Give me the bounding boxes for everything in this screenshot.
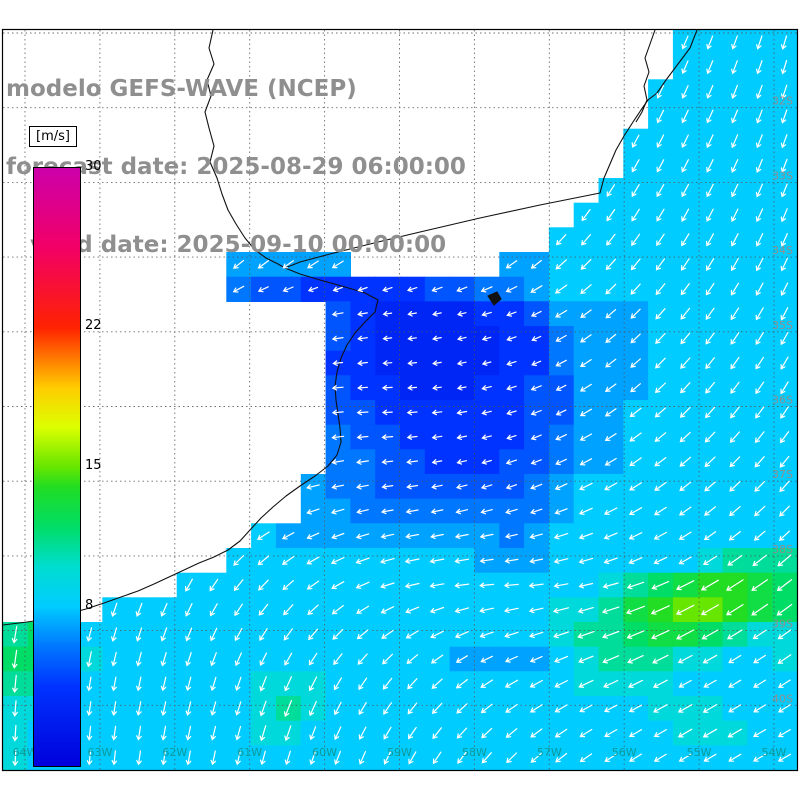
latitude-label: 33S	[772, 169, 793, 182]
longitude-label: 62W	[162, 746, 187, 759]
latitude-label: 35S	[772, 319, 793, 332]
latitude-label: 39S	[772, 618, 793, 631]
axis-labels: 64W 63W 62W 61W 60W 59W 58W 57W 56W 55W 54W 32S 33S 3…	[13, 95, 793, 759]
colorbar-tick-label: 22	[85, 318, 102, 334]
longitude-label: 55W	[687, 746, 712, 759]
graticule-grid-lines	[3, 30, 797, 770]
longitude-label: 56W	[612, 746, 637, 759]
longitude-label: 58W	[462, 746, 487, 759]
coastline	[2, 29, 698, 626]
latitude-label: 36S	[772, 394, 793, 407]
colorbar-unit-label: [m/s]	[29, 126, 77, 147]
longitude-label: 54W	[762, 746, 787, 759]
latitude-label: 38S	[772, 543, 793, 556]
longitude-label: 59W	[387, 746, 412, 759]
forecast-date: forecast date: 2025-08-29 06:00:00	[6, 154, 466, 180]
valid-date: valid date: 2025-09-10 00:00:00	[6, 232, 447, 258]
longitude-label: 63W	[87, 746, 112, 759]
wave-direction-arrows	[11, 35, 793, 767]
longitude-label: 61W	[237, 746, 262, 759]
plot-header: modelo GEFS-WAVE (NCEP) forecast date: 2…	[6, 24, 466, 310]
model-title: modelo GEFS-WAVE (NCEP)	[6, 76, 357, 102]
colorbar-tick-label: 30	[85, 159, 102, 174]
colorbar-tick-label: 8	[85, 597, 94, 613]
latitude-label: 32S	[772, 95, 793, 108]
latitude-label: 37S	[772, 468, 793, 481]
latitude-label: 34S	[772, 244, 793, 257]
longitude-label: 57W	[537, 746, 562, 759]
map-frame	[1, 28, 799, 772]
latitude-label: 40S	[772, 692, 793, 705]
colorbar-gradient	[33, 167, 81, 767]
longitude-label: 64W	[13, 746, 38, 759]
colorbar-tick-label: 15	[85, 458, 102, 473]
longitude-label: 60W	[312, 746, 337, 759]
island-marker	[487, 291, 502, 306]
